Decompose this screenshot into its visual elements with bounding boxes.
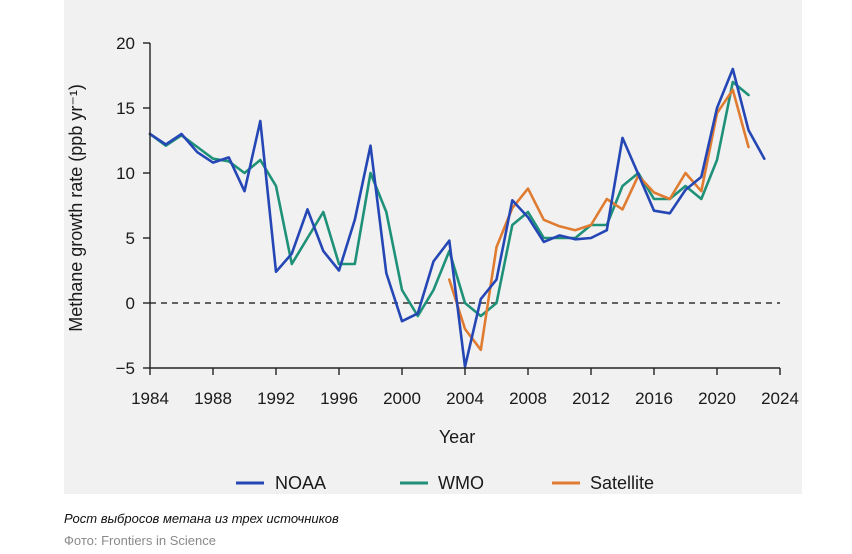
x-tick-label: 2024	[761, 389, 799, 408]
figure-caption: Рост выбросов метана из трех источников	[64, 511, 339, 526]
y-tick-label: 5	[126, 229, 135, 248]
x-tick-label: 2000	[383, 389, 421, 408]
methane-growth-chart: −5 0 5 10 15 20 1984 1988 1992 1996 2000 2004 2008 20…	[66, 34, 799, 493]
series-line-noaa	[148, 67, 766, 369]
y-tick-label: 15	[116, 99, 135, 118]
legend-label-wmo: WMO	[438, 473, 484, 493]
y-tick-label: 10	[116, 164, 135, 183]
x-axis-title: Year	[439, 427, 475, 447]
legend-label-noaa: NOAA	[275, 473, 326, 493]
legend-label-satellite: Satellite	[590, 473, 654, 493]
x-tick-label: 2020	[698, 389, 736, 408]
x-tick-label: 1984	[131, 389, 169, 408]
y-tick-label: −5	[116, 359, 135, 378]
x-tick-label: 2012	[572, 389, 610, 408]
x-tick-label: 2016	[635, 389, 673, 408]
x-tick-label: 2004	[446, 389, 484, 408]
y-tick-label: 20	[116, 34, 135, 53]
x-tick-label: 1988	[194, 389, 232, 408]
y-tick-label: 0	[126, 294, 135, 313]
x-tick-label: 2008	[509, 389, 547, 408]
x-tick-label: 1992	[257, 389, 295, 408]
series-line-satellite	[447, 88, 750, 352]
legend: NOAA WMO Satellite	[236, 473, 654, 493]
chart-panel	[64, 0, 802, 494]
photo-credit: Фото: Frontiers in Science	[64, 533, 216, 548]
y-axis-title: Methane growth rate (ppb yr⁻¹)	[66, 84, 86, 332]
x-tick-label: 1996	[320, 389, 358, 408]
